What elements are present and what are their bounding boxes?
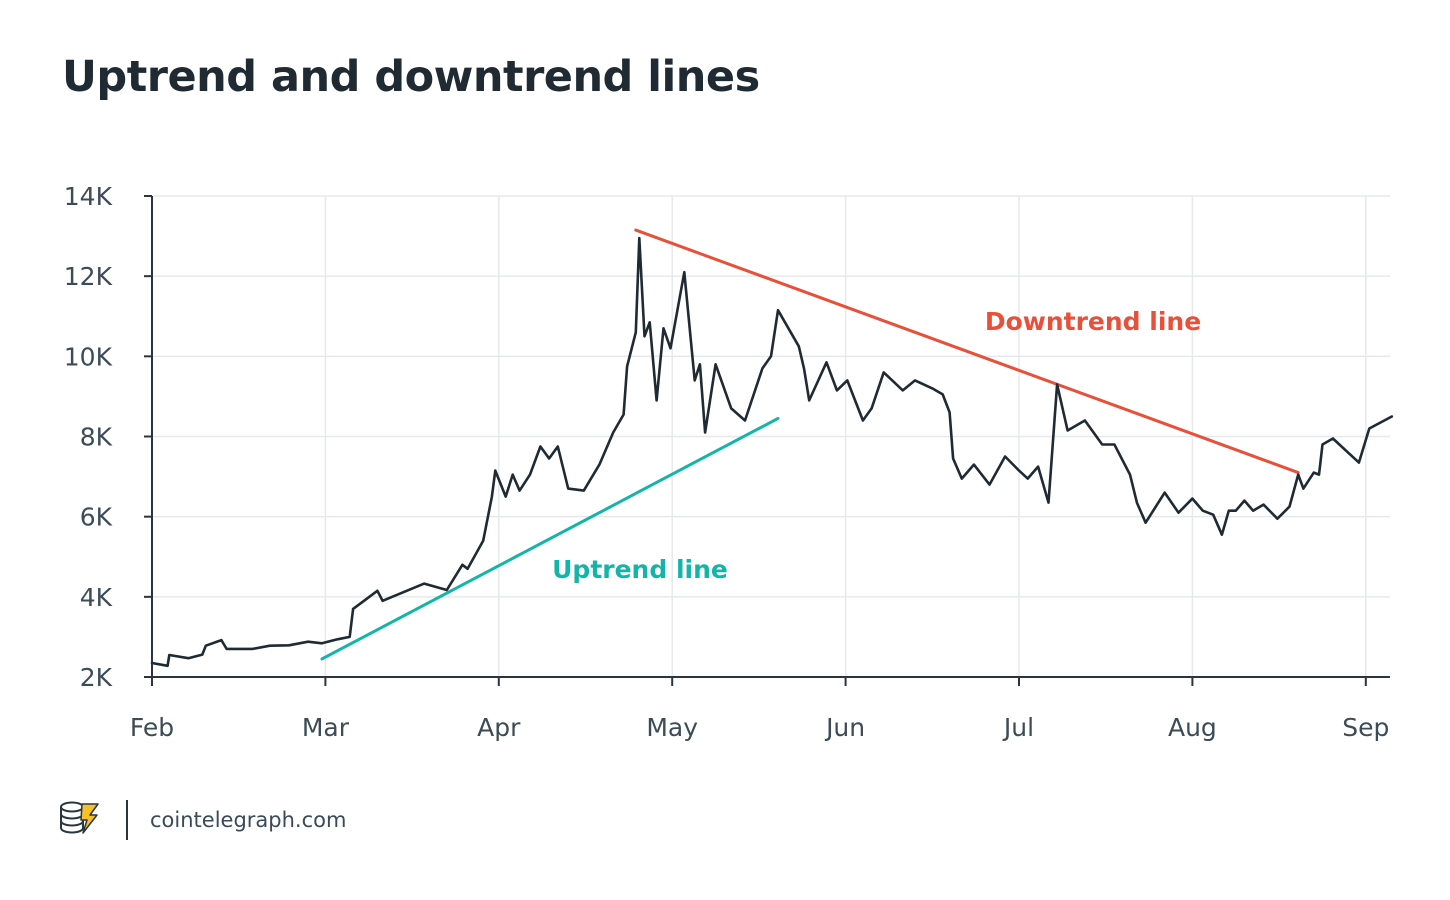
x-tick-label: Sep <box>1342 713 1389 742</box>
axes <box>144 195 1390 686</box>
footer-divider <box>126 800 128 840</box>
x-tick-label: Apr <box>477 713 521 742</box>
y-tick-label: 12K <box>64 262 113 291</box>
source-label: cointelegraph.com <box>150 808 347 832</box>
trendline-labels: Uptrend line Downtrend line <box>552 307 1201 584</box>
y-tick-label: 14K <box>64 182 113 211</box>
x-tick-label: Feb <box>130 713 174 742</box>
cointelegraph-logo-icon <box>58 798 102 842</box>
y-tick-label: 2K <box>80 663 113 692</box>
y-tick-label: 8K <box>80 423 113 452</box>
x-tick-label: Jun <box>824 713 865 742</box>
trendlines <box>320 228 1300 661</box>
price-series <box>150 236 1394 668</box>
tick-labels: 2K 4K 6K 8K 10K 12K 14K Feb Mar Apr May Jun Jul Aug Se… <box>64 182 1390 742</box>
x-tick-label: May <box>646 713 698 742</box>
y-tick-label: 6K <box>80 503 113 532</box>
x-tick-label: Jul <box>1002 713 1034 742</box>
x-tick-label: Mar <box>302 713 350 742</box>
price-line <box>150 236 1394 668</box>
y-tick-label: 4K <box>80 583 113 612</box>
y-tick-label: 10K <box>64 342 113 371</box>
downtrend-line <box>634 228 1300 475</box>
grid <box>152 195 1390 677</box>
uptrend-line <box>320 416 780 661</box>
x-tick-label: Aug <box>1168 713 1217 742</box>
chart-title: Uptrend and downtrend lines <box>62 52 760 102</box>
footer: cointelegraph.com <box>58 798 346 842</box>
downtrend-label: Downtrend line <box>985 307 1201 336</box>
uptrend-label: Uptrend line <box>552 555 728 584</box>
